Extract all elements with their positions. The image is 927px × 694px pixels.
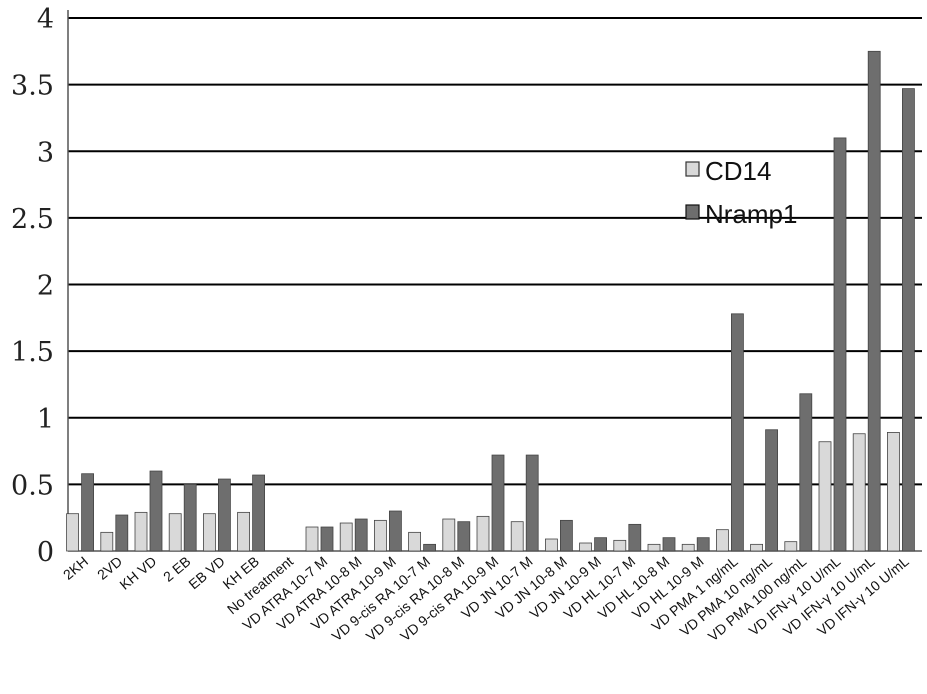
bar-nramp1-9 (388, 510, 402, 552)
legend-swatch-nramp1 (685, 204, 700, 220)
bar-cd14-11 (442, 518, 456, 552)
legend: CD14 Nramp1 (685, 156, 797, 229)
x-category-label: EB VD (185, 553, 227, 592)
bar-nramp1-10 (423, 543, 437, 552)
bar-nramp1-17 (662, 537, 676, 552)
y-tick-label: 2 (37, 271, 54, 302)
bar-nramp1-23 (867, 50, 881, 552)
bar-cd14-0 (66, 513, 79, 552)
bar-cd14-20 (750, 543, 763, 552)
bar-cd14-3 (168, 513, 182, 552)
legend-label-nramp1: Nramp1 (705, 199, 797, 229)
bar-cd14-14 (545, 538, 558, 552)
bar-nramp1-16 (628, 523, 642, 552)
bar-nramp1-1 (115, 514, 129, 552)
y-tick-label: 1 (37, 404, 54, 435)
bar-nramp1-21 (799, 393, 813, 552)
bar-cd14-21 (784, 541, 798, 552)
bar-nramp1-14 (560, 519, 573, 552)
bar-cd14-8 (339, 522, 353, 552)
bar-nramp1-24 (902, 88, 915, 552)
legend-label-cd14: CD14 (705, 156, 771, 186)
bar-nramp1-11 (457, 521, 471, 552)
bar-nramp1-0 (81, 473, 94, 552)
bar-nramp1-12 (491, 454, 505, 552)
bar-nramp1-8 (354, 518, 368, 552)
bar-nramp1-3 (183, 483, 197, 552)
y-tick-label: 3.5 (11, 71, 54, 102)
y-tick-label: 3 (37, 137, 54, 168)
y-tick-label: 4 (37, 4, 54, 35)
bar-nramp1-19 (731, 313, 744, 552)
y-tick-label: 0.5 (11, 470, 54, 501)
bar-nramp1-4 (217, 478, 231, 552)
bar-nramp1-7 (320, 526, 334, 552)
bar-nramp1-18 (696, 537, 710, 552)
x-category-label: 2KH (60, 553, 91, 583)
gridlines (67, 10, 922, 552)
bar-cd14-13 (510, 521, 524, 552)
x-category-label: KH VD (116, 553, 159, 593)
y-tick-label: 1.5 (11, 337, 54, 368)
bar-cd14-24 (887, 432, 900, 552)
bar-nramp1-13 (525, 454, 539, 552)
bar-cd14-17 (647, 543, 661, 552)
bar-nramp1-5 (252, 474, 266, 552)
bar-cd14-10 (408, 531, 422, 552)
bar-cd14-16 (613, 539, 627, 552)
bar-nramp1-2 (149, 470, 163, 552)
y-axis-tick-labels: 0 0.5 1 1.5 2 2.5 3 3.5 4 (11, 4, 54, 568)
bar-cd14-1 (100, 531, 114, 552)
bars (66, 50, 915, 552)
bar-cd14-23 (852, 433, 866, 552)
bar-cd14-19 (716, 529, 729, 552)
bar-cd14-9 (373, 519, 387, 552)
y-tick-label: 0 (37, 537, 54, 568)
bar-cd14-15 (579, 542, 592, 552)
bar-cd14-18 (681, 543, 695, 552)
bar-cd14-7 (305, 526, 319, 552)
y-tick-label: 2.5 (11, 204, 54, 235)
bar-cd14-4 (202, 513, 216, 552)
bar-nramp1-15 (594, 537, 607, 552)
bar-nramp1-22 (833, 137, 847, 552)
bar-cd14-22 (818, 441, 832, 552)
bar-nramp1-20 (765, 429, 778, 552)
bar-cd14-12 (476, 515, 490, 552)
bar-cd14-5 (237, 511, 251, 552)
legend-swatch-cd14 (685, 161, 700, 177)
bar-cd14-2 (134, 511, 148, 552)
